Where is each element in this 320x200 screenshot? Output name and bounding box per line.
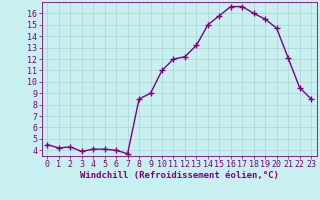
X-axis label: Windchill (Refroidissement éolien,°C): Windchill (Refroidissement éolien,°C) — [80, 171, 279, 180]
